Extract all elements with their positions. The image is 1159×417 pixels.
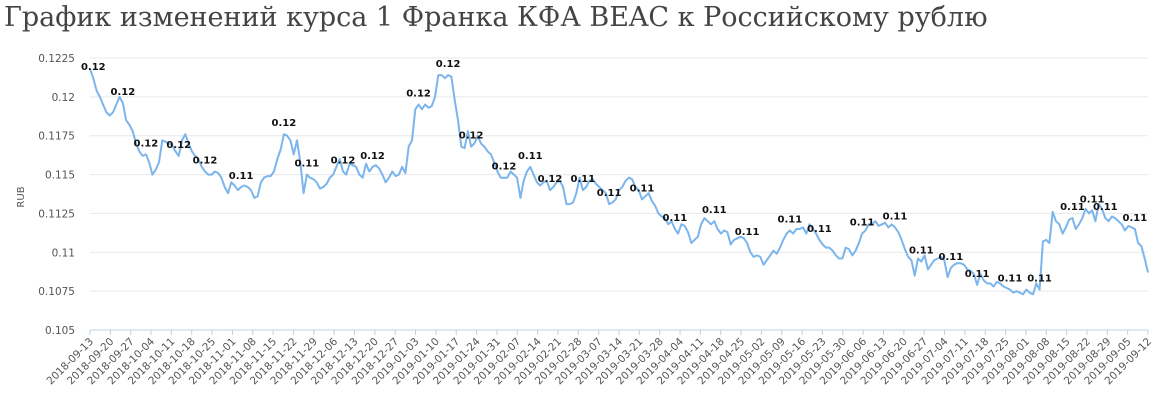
y-tick-label: 0.1225	[38, 53, 75, 65]
data-label: 0.12	[193, 155, 218, 166]
y-tick-label: 0.1075	[38, 286, 75, 298]
data-label: 0.11	[702, 205, 727, 216]
data-label: 0.12	[272, 118, 297, 129]
series-layer	[89, 68, 1149, 296]
y-tick-label: 0.115	[45, 170, 75, 182]
data-label: 0.11	[1080, 194, 1105, 205]
y-tick-label: 0.11	[52, 247, 75, 259]
data-label: 0.11	[965, 269, 990, 280]
data-label-layer: 0.120.120.12 0.120.120.110.120.11 0.12 0.12…	[81, 0, 1159, 285]
data-label: 0.12	[134, 138, 159, 149]
series-line	[89, 68, 1149, 296]
y-axis-title: RUB	[16, 186, 27, 207]
data-label: 0.12	[492, 162, 517, 173]
data-label: 0.12	[331, 155, 356, 166]
data-label: 0.12	[166, 140, 191, 151]
y-axis: 0.105 0.1075 0.11 0.1125 0.115 0.1175 0.12 0.12…	[38, 53, 75, 337]
y-tick-label: 0.1175	[38, 131, 75, 143]
data-label: 0.12	[538, 174, 563, 185]
data-label: 0.11	[571, 174, 596, 185]
data-label: 0.12	[81, 62, 106, 73]
data-label: 0.11	[909, 246, 934, 257]
data-label: 0.11	[229, 171, 254, 182]
data-label: 0.11	[807, 224, 832, 235]
data-label: 0.11	[1027, 274, 1052, 285]
data-label: 0.11	[939, 252, 964, 263]
data-label: 0.11	[1093, 202, 1118, 213]
data-label: 0.11	[1060, 202, 1085, 213]
y-tick-label: 0.105	[45, 325, 75, 337]
y-tick-label: 0.1125	[38, 208, 75, 220]
data-label: 0.11	[778, 215, 803, 226]
data-label: 0.12	[360, 151, 385, 162]
data-label: 0.11	[518, 151, 543, 162]
data-label: 0.11	[1123, 213, 1148, 224]
data-label: 0.11	[597, 188, 622, 199]
data-label: 0.11	[998, 274, 1023, 285]
data-label: 0.11	[1149, 0, 1159, 3]
data-label: 0.11	[735, 227, 760, 238]
data-label: 0.11	[850, 218, 875, 229]
data-label: 0.11	[883, 211, 908, 222]
data-label: 0.11	[295, 159, 320, 170]
data-label: 0.12	[436, 59, 461, 70]
data-label: 0.12	[111, 87, 136, 98]
data-label: 0.12	[459, 131, 484, 142]
data-label: 0.12	[406, 89, 431, 100]
y-tick-label: 0.12	[52, 92, 75, 104]
data-label: 0.11	[630, 183, 655, 194]
data-label: 0.11	[663, 213, 688, 224]
chart-title: График изменений курса 1 Франка КФА BEAC…	[4, 2, 988, 33]
x-axis: 2018-09-132018-09-202018-09-272018-10-04…	[44, 329, 1154, 387]
